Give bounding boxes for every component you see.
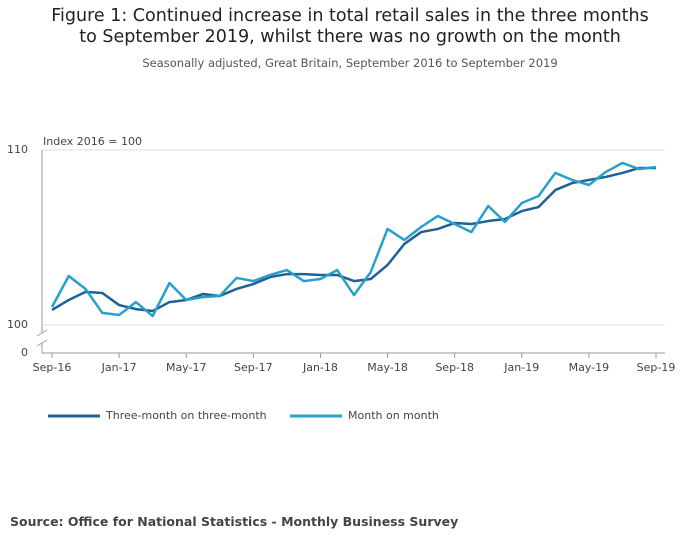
x-tick-label: Jan-18 [302, 361, 338, 374]
x-tick-label: May-18 [367, 361, 408, 374]
x-tick-label: Jan-19 [503, 361, 539, 374]
y-axis-label: Index 2016 = 100 [43, 135, 142, 148]
y-tick-label: 0 [21, 346, 28, 359]
chart-title: Figure 1: Continued increase in total re… [51, 6, 649, 47]
x-tick-label: Sep-17 [234, 361, 273, 374]
axis-break [36, 329, 48, 337]
x-tick-label: Sep-18 [435, 361, 474, 374]
axis-break [36, 339, 48, 347]
chart-subtitle: Seasonally adjusted, Great Britain, Sept… [142, 56, 558, 70]
x-tick-label: May-17 [166, 361, 207, 374]
legend-label: Three-month on three-month [105, 409, 267, 422]
source: Source: Office for National Statistics -… [10, 514, 459, 529]
y-tick-label: 110 [7, 143, 28, 156]
x-tick-label: May-19 [569, 361, 610, 374]
x-tick-label: Jan-17 [101, 361, 137, 374]
series-line [51, 166, 656, 313]
legend-label: Month on month [348, 409, 439, 422]
series-line [50, 161, 657, 318]
x-tick-label: Sep-16 [33, 361, 72, 374]
x-tick-label: Sep-19 [637, 361, 676, 374]
y-tick-label: 100 [7, 318, 28, 331]
